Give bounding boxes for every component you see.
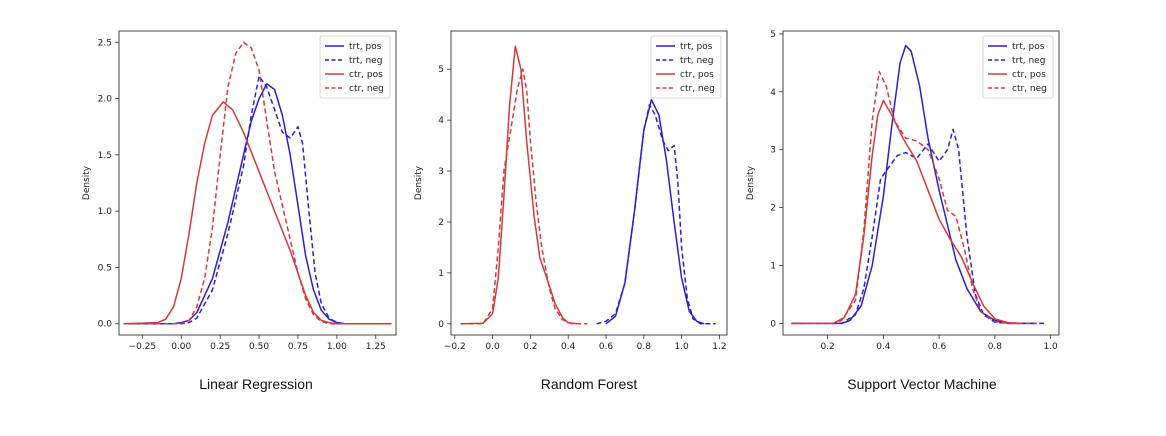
series-group: [460, 45, 716, 325]
y-tick-label: 3: [438, 167, 444, 177]
series-line-trt-pos: [605, 98, 705, 325]
legend-label-trt-pos: trt, pos: [680, 42, 713, 52]
axes-frame: [782, 30, 1060, 336]
x-tick-label: 0.2: [523, 342, 537, 352]
legend-label-ctr-neg: ctr, neg: [349, 84, 384, 94]
legend-label-ctr-neg: ctr, neg: [680, 84, 715, 94]
series-line-trt-pos: [791, 44, 1037, 325]
series-line-ctr-pos: [123, 101, 392, 325]
x-tick-label: −0.2: [444, 342, 466, 352]
x-tick-label: 0.8: [988, 342, 1003, 352]
y-tick-label: 2.0: [98, 95, 113, 105]
x-tick-label: 0.6: [599, 342, 614, 352]
caption-random-forest: Random Forest: [541, 376, 638, 392]
y-axis-label: Density: [414, 165, 424, 200]
legend-label-trt-neg: trt, neg: [680, 56, 713, 66]
y-tick-label: 0.0: [98, 320, 113, 330]
y-tick-label: 2: [438, 218, 444, 228]
axes-frame: [118, 30, 397, 336]
series-line-ctr-pos: [460, 45, 578, 325]
x-tick-label: 1.25: [366, 342, 386, 352]
panel-random-forest: −0.2 0.0 0.2 0.4 0.6 0.8 1.0 1.2 0 1 2 3 4 5 Density tr…: [414, 30, 728, 352]
y-tick-label: 1: [770, 262, 776, 272]
legend-box: [319, 35, 391, 99]
legend: trt, pos trt, neg ctr, pos ctr, neg: [982, 35, 1054, 99]
x-tick-label: 0.4: [876, 342, 891, 352]
x-tick-label: 0.8: [637, 342, 652, 352]
x-tick-label: 0.00: [171, 342, 191, 352]
legend-label-trt-neg: trt, neg: [1012, 56, 1045, 66]
x-tick-label: 1.00: [327, 342, 347, 352]
legend-box: [650, 35, 722, 99]
x-tick-label: 0.75: [288, 342, 308, 352]
series-line-trt-neg: [123, 75, 392, 325]
x-tick-label: 0.50: [249, 342, 269, 352]
legend-label-trt-neg: trt, neg: [349, 56, 382, 66]
y-tick-label: 1.0: [98, 207, 113, 217]
series-line-ctr-neg: [791, 70, 1037, 325]
legend-box: [982, 35, 1054, 99]
y-tick-label: 5: [438, 65, 444, 75]
legend-label-ctr-pos: ctr, pos: [1012, 70, 1046, 80]
series-line-ctr-pos: [791, 99, 1023, 325]
x-tick-label: 0.4: [561, 342, 576, 352]
series-group: [123, 41, 392, 325]
y-tick-label: 2: [770, 204, 776, 214]
x-tick-label: 0.2: [820, 342, 834, 352]
x-tick-label: 0.6: [932, 342, 947, 352]
legend-label-trt-pos: trt, pos: [1012, 42, 1045, 52]
caption-linear-regression: Linear Regression: [199, 376, 313, 392]
legend: trt, pos trt, neg ctr, pos ctr, neg: [650, 35, 722, 99]
y-tick-label: 0: [438, 320, 444, 330]
y-axis-label: Density: [82, 165, 92, 200]
x-tick-label: 0.0: [485, 342, 500, 352]
series-line-trt-neg: [791, 128, 1046, 325]
y-tick-label: 5: [770, 30, 776, 40]
x-tick-label: −0.25: [129, 342, 157, 352]
y-tick-label: 4: [438, 116, 444, 126]
y-tick-label: 4: [770, 88, 776, 98]
y-tick-label: 2.5: [98, 38, 112, 48]
legend: trt, pos trt, neg ctr, pos ctr, neg: [319, 35, 391, 99]
x-tick-label: 0.25: [210, 342, 230, 352]
legend-label-trt-pos: trt, pos: [349, 42, 382, 52]
series-line-trt-neg: [596, 104, 716, 325]
series-line-ctr-neg: [123, 41, 392, 325]
series-line-ctr-neg: [460, 68, 588, 325]
y-tick-label: 0: [770, 319, 776, 329]
legend-label-ctr-pos: ctr, pos: [349, 70, 383, 80]
legend-label-ctr-pos: ctr, pos: [680, 70, 714, 80]
caption-support-vector-machine: Support Vector Machine: [847, 376, 997, 392]
y-tick-label: 1.5: [98, 151, 112, 161]
y-tick-label: 0.5: [98, 263, 112, 273]
x-tick-label: 1.2: [712, 342, 726, 352]
x-tick-label: 1.0: [1043, 342, 1058, 352]
legend-label-ctr-neg: ctr, neg: [1012, 84, 1047, 94]
y-tick-label: 1: [438, 269, 444, 279]
y-axis-label: Density: [746, 165, 756, 200]
series-line-trt-pos: [123, 83, 392, 325]
axes-frame: [450, 30, 728, 336]
series-group: [791, 44, 1046, 325]
panel-linear-regression: −0.25 0.00 0.25 0.50 0.75 1.00 1.25 0.0 0.5 1.0 1.…: [82, 30, 397, 352]
x-tick-label: 1.0: [674, 342, 689, 352]
y-tick-label: 3: [770, 146, 776, 156]
